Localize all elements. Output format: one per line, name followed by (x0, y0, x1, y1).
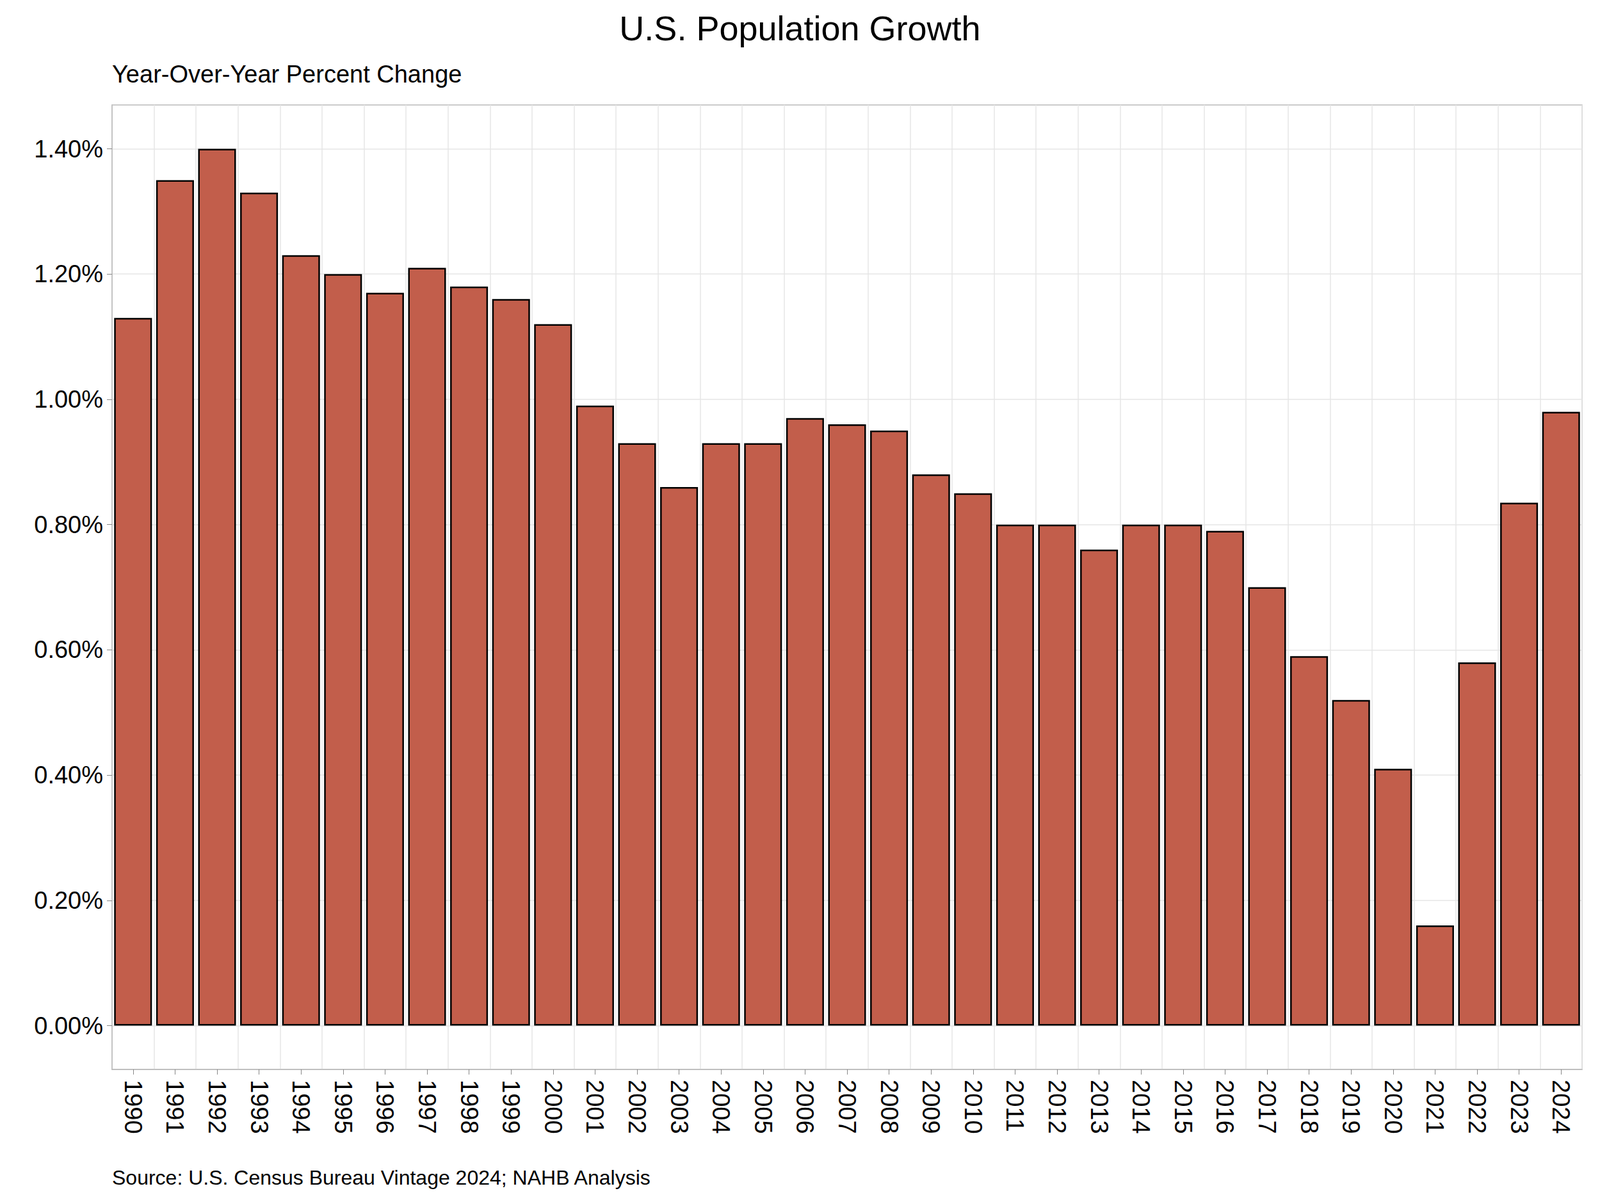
svg-text:1996: 1996 (371, 1080, 399, 1135)
svg-text:0.80%: 0.80% (33, 511, 104, 539)
svg-text:2011: 2011 (1001, 1080, 1029, 1133)
svg-text:2012: 2012 (1043, 1080, 1071, 1135)
svg-text:1.20%: 1.20% (33, 260, 104, 288)
svg-text:2020: 2020 (1379, 1080, 1407, 1135)
svg-text:0.60%: 0.60% (33, 636, 104, 664)
svg-text:Year-Over-Year Percent Change: Year-Over-Year Percent Change (112, 60, 462, 88)
svg-text:2007: 2007 (833, 1080, 861, 1135)
svg-text:0.40%: 0.40% (33, 761, 104, 789)
svg-text:2001: 2001 (581, 1080, 609, 1135)
svg-text:1998: 1998 (455, 1080, 483, 1135)
svg-text:1997: 1997 (413, 1080, 441, 1135)
svg-text:1992: 1992 (203, 1080, 231, 1135)
svg-text:2023: 2023 (1505, 1080, 1533, 1135)
svg-text:2005: 2005 (749, 1080, 777, 1135)
svg-text:2002: 2002 (623, 1080, 651, 1135)
svg-text:1990: 1990 (119, 1080, 147, 1135)
svg-text:2008: 2008 (875, 1080, 903, 1135)
svg-text:2003: 2003 (665, 1080, 693, 1135)
svg-text:2021: 2021 (1421, 1080, 1449, 1135)
svg-text:0.20%: 0.20% (33, 887, 104, 915)
svg-text:2010: 2010 (959, 1080, 987, 1135)
svg-text:2016: 2016 (1211, 1080, 1239, 1135)
svg-text:2015: 2015 (1169, 1080, 1197, 1135)
svg-text:2022: 2022 (1463, 1080, 1491, 1135)
svg-text:2018: 2018 (1295, 1080, 1323, 1135)
svg-text:U.S. Population Growth: U.S. Population Growth (619, 8, 981, 48)
svg-text:1999: 1999 (497, 1080, 525, 1135)
svg-text:2009: 2009 (917, 1080, 945, 1135)
svg-text:2019: 2019 (1337, 1080, 1365, 1135)
svg-text:2000: 2000 (539, 1080, 567, 1135)
svg-text:2013: 2013 (1085, 1080, 1113, 1135)
svg-text:2017: 2017 (1253, 1080, 1281, 1135)
svg-text:1993: 1993 (245, 1080, 273, 1135)
svg-text:Source: U.S. Census Bureau Vin: Source: U.S. Census Bureau Vintage 2024;… (112, 1166, 651, 1190)
svg-text:1.00%: 1.00% (33, 386, 104, 413)
svg-text:2024: 2024 (1547, 1080, 1575, 1135)
svg-text:1995: 1995 (329, 1080, 357, 1135)
svg-text:1994: 1994 (287, 1080, 315, 1135)
svg-text:2006: 2006 (791, 1080, 819, 1135)
svg-text:2014: 2014 (1127, 1080, 1155, 1135)
svg-text:0.00%: 0.00% (33, 1012, 104, 1040)
svg-text:2004: 2004 (707, 1080, 735, 1135)
svg-text:1991: 1991 (161, 1080, 189, 1135)
svg-text:1.40%: 1.40% (33, 135, 104, 163)
